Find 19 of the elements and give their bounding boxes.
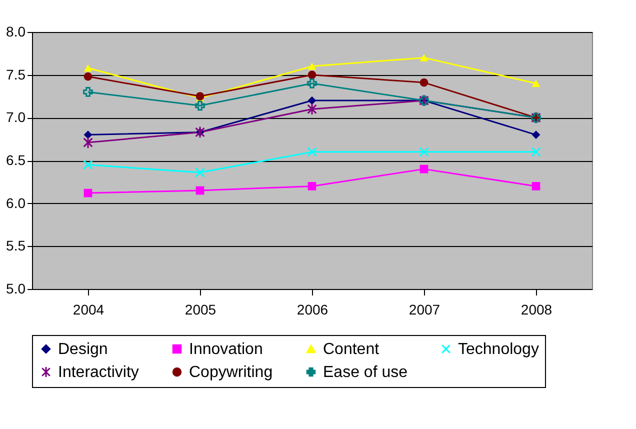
legend-label: Interactivity [58, 364, 139, 381]
y-tick-label: 6.0 [6, 194, 26, 211]
y-tick-label: 8.0 [6, 24, 26, 40]
y-tick-label: 6.5 [6, 152, 26, 168]
y-tick-label: 7.0 [6, 109, 26, 126]
legend-label: Design [58, 341, 108, 358]
x-tick-label: 2008 [520, 302, 552, 318]
legend-label: Copywriting [189, 364, 273, 381]
x-tick-label: 2004 [72, 302, 104, 318]
y-tick-label: 5.0 [6, 280, 26, 296]
x-tick-label: 2006 [296, 302, 328, 318]
legend-label: Technology [458, 341, 539, 358]
legend-label: Ease of use [323, 364, 408, 381]
legend-label: Content [323, 341, 380, 358]
x-tick-label: 2005 [184, 302, 216, 318]
y-tick-label: 5.5 [6, 238, 26, 254]
x-tick-label: 2007 [408, 302, 440, 318]
legend-label: Innovation [189, 341, 263, 358]
y-tick-label: 7.5 [6, 66, 26, 82]
